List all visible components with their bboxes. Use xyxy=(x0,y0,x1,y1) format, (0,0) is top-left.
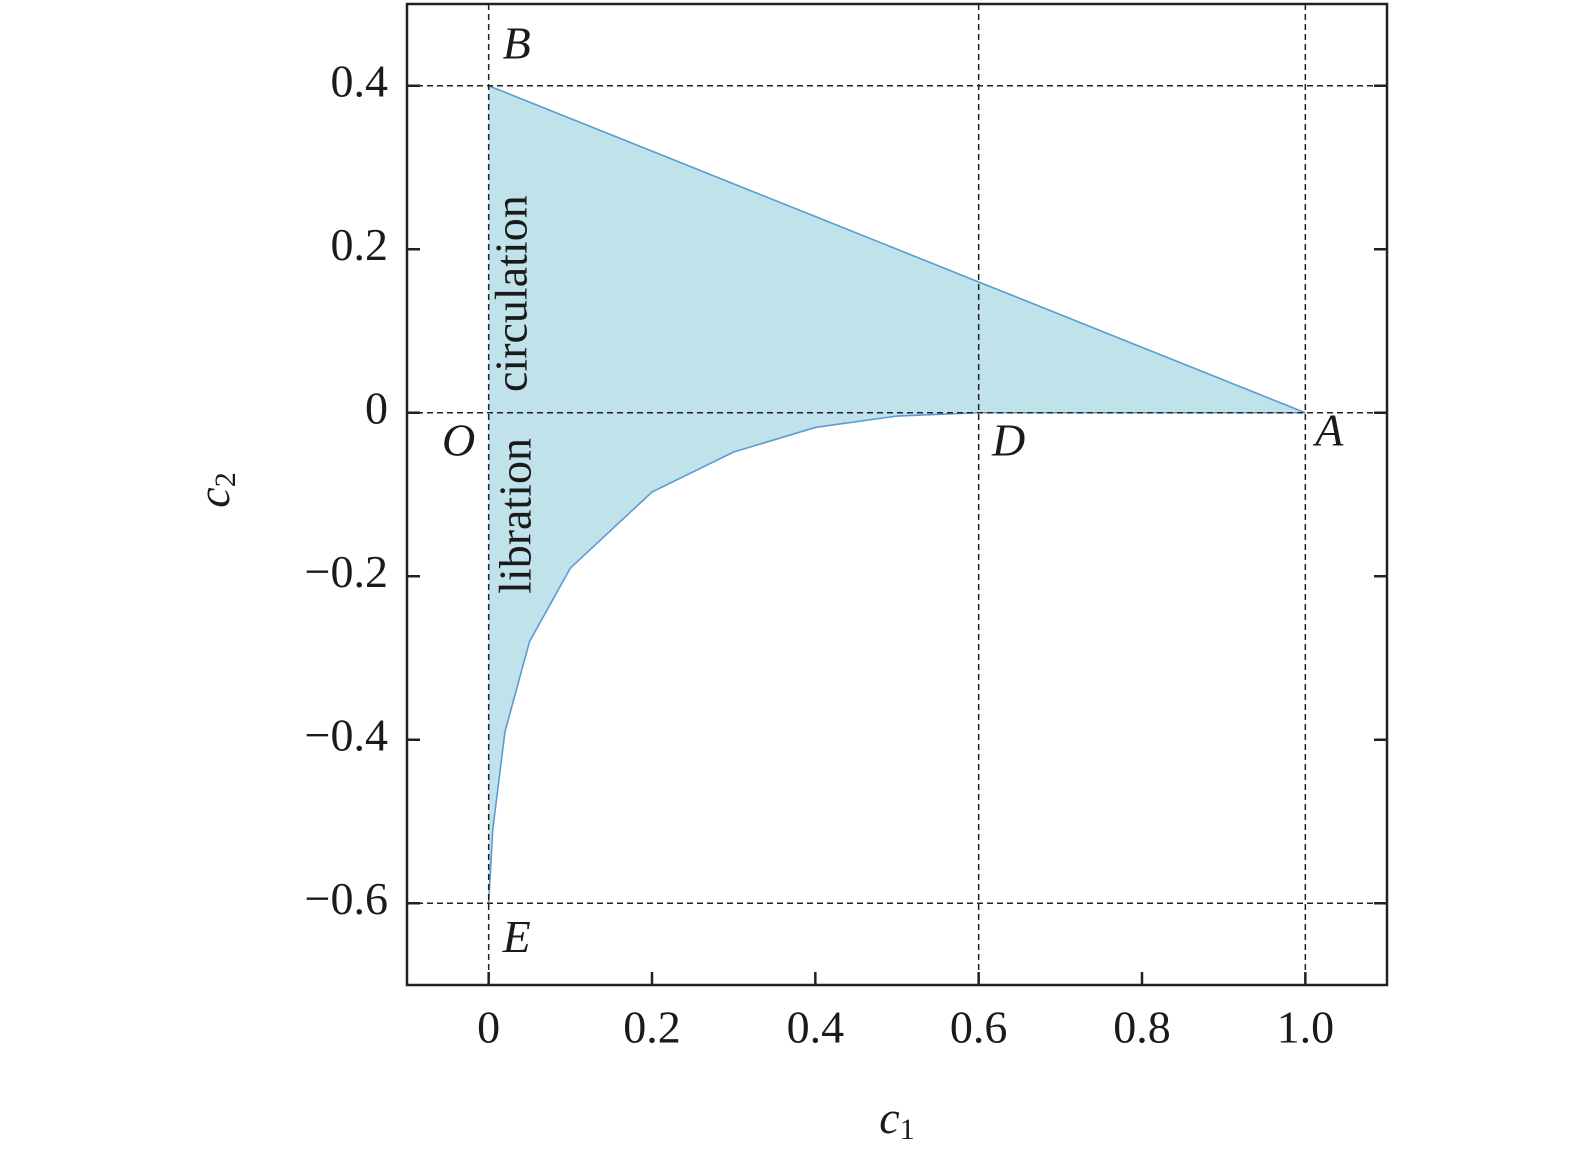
y-tick-label: −0.6 xyxy=(305,873,388,924)
point-label: E xyxy=(502,911,531,962)
point-label: B xyxy=(503,17,531,68)
x-axis-subscript: 1 xyxy=(900,1113,915,1146)
x-axis-label: c1 xyxy=(879,1092,914,1146)
x-tick-label: 1.0 xyxy=(1277,1002,1335,1053)
x-tick-label: 0 xyxy=(477,1002,500,1053)
boundary-line xyxy=(488,85,1306,414)
x-tick-label: 0.4 xyxy=(787,1002,845,1053)
region-fill xyxy=(488,85,1306,904)
plot-frame xyxy=(405,2,1389,987)
y-axis-subscript: 2 xyxy=(209,472,242,487)
point-label: O xyxy=(442,414,475,465)
y-tick-label: 0.4 xyxy=(331,55,389,106)
x-axis-symbol: c xyxy=(879,1092,899,1143)
y-tick-label: 0.2 xyxy=(331,219,389,270)
y-tick-label: 0 xyxy=(365,382,388,433)
y-tick-label: −0.4 xyxy=(305,709,388,760)
point-label: A xyxy=(1312,404,1344,455)
region-label: circulation xyxy=(486,195,537,392)
x-tick-label: 0.2 xyxy=(623,1002,681,1053)
region-label: libration xyxy=(490,438,541,594)
y-tick-label: −0.2 xyxy=(305,546,388,597)
x-tick-label: 0.6 xyxy=(950,1002,1008,1053)
y-axis-label: c2 xyxy=(188,472,242,507)
x-tick-label: 0.8 xyxy=(1113,1002,1171,1053)
y-axis-symbol: c xyxy=(188,487,239,507)
point-label: D xyxy=(991,414,1025,465)
